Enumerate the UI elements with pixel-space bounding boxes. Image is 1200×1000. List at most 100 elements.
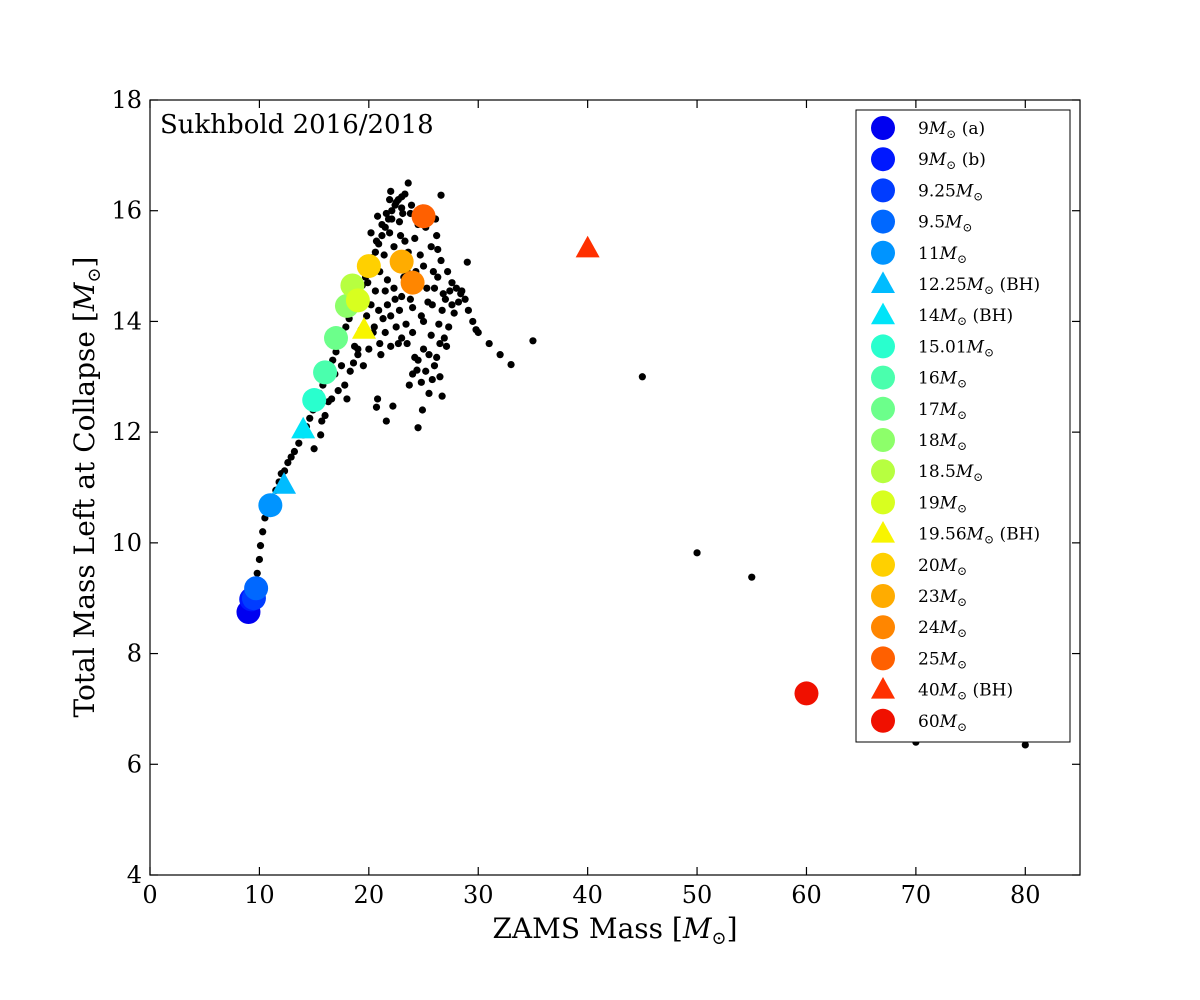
- background-point: [395, 218, 404, 226]
- background-point: [359, 362, 367, 370]
- legend-entry: 11M⊙: [871, 240, 967, 266]
- background-point: [454, 298, 463, 306]
- background-point: [388, 207, 396, 215]
- legend-label: 17M⊙: [918, 400, 967, 422]
- background-point: [372, 403, 381, 411]
- background-point: [377, 351, 385, 359]
- background-point: [417, 378, 425, 386]
- background-point: [392, 198, 400, 207]
- background-point: [406, 295, 414, 303]
- background-point: [394, 339, 402, 348]
- legend-entry: 23M⊙: [871, 584, 967, 609]
- legend-label: 18M⊙: [918, 431, 967, 453]
- background-point: [321, 411, 329, 420]
- legend-label: 20M⊙: [918, 556, 967, 578]
- series-point: [794, 681, 819, 706]
- legend-marker: [871, 552, 895, 577]
- background-point: [419, 262, 428, 270]
- legend-marker: [871, 365, 895, 390]
- background-point: [424, 298, 432, 306]
- legend-marker: [871, 271, 895, 293]
- legend-label: 9.5M⊙: [918, 213, 973, 235]
- x-tick-label: 10: [244, 881, 275, 909]
- legend-entry: 18.5M⊙: [871, 459, 983, 484]
- background-point: [416, 251, 424, 259]
- legend-entry: 20M⊙: [871, 552, 967, 578]
- legend-entry: 9.25M⊙: [871, 178, 983, 203]
- background-point: [290, 447, 299, 456]
- series-point: [400, 270, 425, 295]
- y-tick-label: 12: [111, 418, 142, 446]
- background-point: [383, 276, 392, 284]
- legend-marker: [871, 584, 895, 608]
- background-point: [427, 331, 435, 339]
- background-point: [398, 334, 406, 342]
- legend-label: 9M⊙ (b): [918, 150, 986, 172]
- x-axis-label: ZAMS Mass [M⊙]: [492, 912, 737, 949]
- legend-marker: [871, 615, 895, 640]
- background-point: [693, 549, 701, 557]
- background-point: [381, 328, 389, 337]
- x-tick-label: 80: [1010, 881, 1041, 909]
- background-point: [295, 439, 303, 447]
- legend-entry: 24M⊙: [871, 615, 967, 640]
- background-point: [436, 339, 444, 348]
- background-point: [381, 287, 389, 295]
- background-point: [379, 315, 387, 323]
- background-point: [342, 323, 350, 331]
- background-point: [367, 229, 375, 237]
- background-point: [382, 209, 390, 218]
- background-point: [390, 284, 398, 292]
- legend-marker: [871, 302, 895, 325]
- legend-marker: [871, 334, 895, 359]
- background-point: [507, 361, 515, 369]
- legend-entry: 60M⊙: [871, 708, 967, 734]
- background-point: [419, 345, 428, 353]
- legend-label: 25M⊙: [918, 649, 967, 671]
- background-point: [433, 232, 441, 240]
- series-point: [244, 576, 269, 601]
- background-point: [458, 287, 466, 295]
- background-point: [259, 528, 267, 536]
- background-point: [441, 295, 450, 303]
- background-point: [398, 292, 406, 301]
- background-point: [354, 351, 362, 359]
- y-axis-label: Total Mass Left at Collapse [M⊙]: [68, 257, 105, 718]
- legend-entry: 14M⊙ (BH): [871, 302, 1013, 328]
- background-point: [396, 232, 405, 240]
- background-point: [448, 279, 456, 287]
- legend-entry: 9M⊙ (b): [871, 147, 986, 172]
- background-point: [423, 284, 431, 292]
- series-point: [575, 235, 600, 258]
- background-point: [419, 317, 428, 326]
- series-point: [302, 388, 327, 413]
- legend-label: 19.56M⊙ (BH): [918, 525, 1040, 547]
- legend-marker: [871, 708, 895, 733]
- background-point: [341, 381, 349, 389]
- background-point: [401, 237, 409, 245]
- background-point: [433, 353, 441, 362]
- background-point: [391, 295, 399, 303]
- background-point: [365, 345, 373, 353]
- background-point: [408, 328, 417, 337]
- x-tick-label: 70: [901, 881, 932, 909]
- background-point: [387, 312, 395, 320]
- background-point: [417, 312, 425, 320]
- background-point: [529, 337, 537, 345]
- background-point: [324, 398, 332, 406]
- legend-marker: [871, 428, 895, 452]
- legend-marker: [871, 209, 895, 234]
- background-point: [390, 243, 398, 251]
- background-point: [444, 268, 452, 276]
- series-point: [313, 360, 338, 385]
- series-point: [356, 254, 381, 279]
- legend-label: 40M⊙ (BH): [918, 681, 1013, 703]
- background-point: [351, 342, 359, 350]
- background-point: [435, 320, 443, 328]
- background-point: [430, 362, 439, 370]
- background-point: [429, 268, 437, 276]
- background-point: [337, 362, 346, 370]
- background-point: [392, 323, 400, 331]
- background-point: [334, 387, 342, 395]
